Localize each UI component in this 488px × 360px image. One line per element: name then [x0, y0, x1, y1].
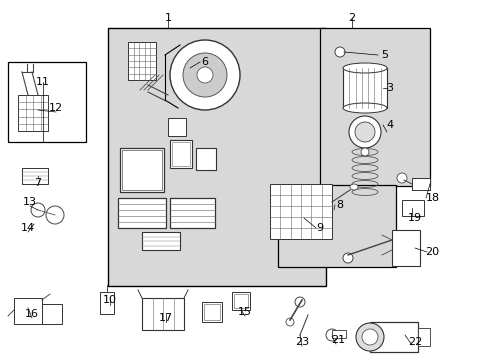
- Bar: [120, 148, 163, 192]
- Bar: [14, 298, 42, 324]
- Circle shape: [396, 173, 406, 183]
- Ellipse shape: [349, 184, 357, 190]
- Bar: [411, 178, 429, 190]
- Text: 22: 22: [407, 337, 421, 347]
- Text: 7: 7: [34, 178, 41, 188]
- Circle shape: [360, 148, 368, 156]
- Bar: [369, 322, 417, 352]
- Text: 10: 10: [103, 295, 117, 305]
- Text: 14: 14: [21, 223, 35, 233]
- Bar: [100, 292, 114, 314]
- Text: 2: 2: [348, 13, 355, 23]
- Circle shape: [46, 206, 64, 224]
- Text: 23: 23: [294, 337, 308, 347]
- Bar: [42, 304, 62, 324]
- Bar: [22, 168, 48, 184]
- Bar: [108, 28, 325, 286]
- Bar: [401, 200, 423, 216]
- Bar: [170, 140, 192, 168]
- Bar: [278, 185, 395, 267]
- Bar: [170, 198, 215, 228]
- Bar: [202, 302, 222, 322]
- Circle shape: [31, 203, 45, 217]
- Text: 16: 16: [25, 309, 39, 319]
- Bar: [8, 62, 86, 142]
- Ellipse shape: [342, 63, 386, 73]
- Circle shape: [348, 116, 380, 148]
- Text: 11: 11: [36, 77, 50, 87]
- Bar: [118, 198, 165, 228]
- Bar: [18, 95, 48, 131]
- Bar: [142, 232, 180, 250]
- Bar: [203, 304, 220, 320]
- Circle shape: [361, 329, 377, 345]
- Text: 1: 1: [164, 13, 171, 23]
- Text: 17: 17: [159, 313, 173, 323]
- Circle shape: [197, 67, 213, 83]
- Bar: [122, 150, 162, 190]
- Text: 20: 20: [424, 247, 438, 257]
- Circle shape: [285, 318, 293, 326]
- Text: 6: 6: [201, 57, 208, 67]
- Circle shape: [294, 297, 305, 307]
- Bar: [231, 292, 249, 310]
- Text: 18: 18: [425, 193, 439, 203]
- Circle shape: [342, 253, 352, 263]
- Circle shape: [183, 53, 226, 97]
- Text: 8: 8: [336, 200, 343, 210]
- Text: 21: 21: [330, 335, 345, 345]
- Bar: [196, 148, 216, 170]
- Bar: [342, 68, 386, 108]
- Text: 9: 9: [316, 223, 323, 233]
- Bar: [331, 330, 346, 338]
- Bar: [172, 142, 190, 166]
- Bar: [417, 328, 429, 346]
- Text: 4: 4: [386, 120, 393, 130]
- Circle shape: [354, 122, 374, 142]
- Text: 3: 3: [386, 83, 393, 93]
- Text: 15: 15: [238, 307, 251, 317]
- Text: 12: 12: [49, 103, 63, 113]
- Bar: [142, 298, 183, 330]
- Text: 13: 13: [23, 197, 37, 207]
- Bar: [128, 42, 156, 80]
- Ellipse shape: [342, 103, 386, 113]
- Bar: [269, 184, 331, 239]
- Bar: [168, 118, 185, 136]
- Text: 19: 19: [407, 213, 421, 223]
- Bar: [319, 28, 429, 186]
- Circle shape: [355, 323, 383, 351]
- Circle shape: [170, 40, 240, 110]
- Circle shape: [334, 47, 345, 57]
- Bar: [234, 294, 247, 308]
- Text: 5: 5: [381, 50, 387, 60]
- Circle shape: [325, 329, 337, 341]
- Bar: [391, 230, 419, 266]
